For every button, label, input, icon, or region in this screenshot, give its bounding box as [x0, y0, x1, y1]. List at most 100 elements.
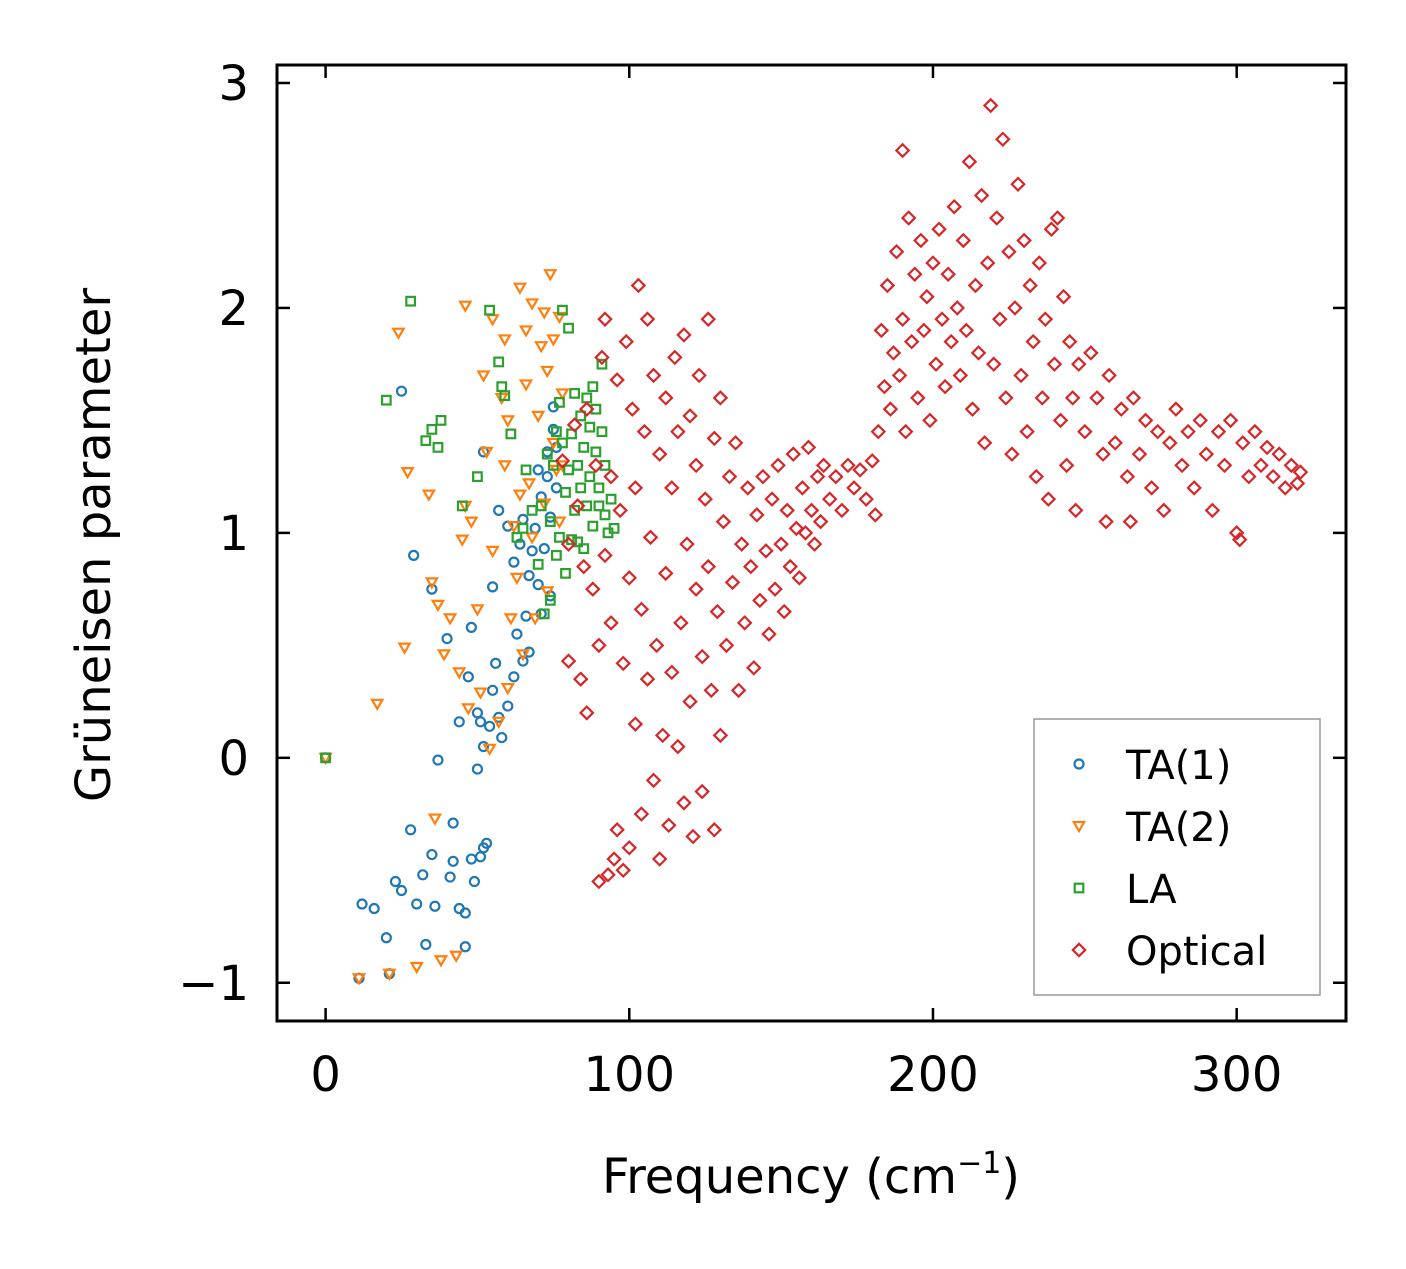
- data-point: [667, 349, 683, 366]
- data-point: [682, 408, 698, 424]
- data-point: [1198, 446, 1215, 462]
- data-point: [560, 653, 577, 669]
- axes: [275, 63, 1348, 1023]
- data-point: [557, 304, 568, 316]
- data-point: [633, 601, 650, 618]
- data-point: [664, 664, 680, 681]
- data-point: [661, 817, 677, 834]
- data-point: [578, 543, 590, 555]
- data-point: [512, 282, 528, 295]
- data-point: [515, 649, 531, 662]
- legend-marker: [1071, 820, 1087, 834]
- data-point: [540, 365, 555, 379]
- data-point: [436, 649, 452, 662]
- data-point: [934, 311, 950, 327]
- data-point: [1131, 446, 1148, 462]
- data-point: [1095, 446, 1111, 462]
- data-point: [380, 932, 392, 944]
- data-point: [995, 131, 1011, 147]
- data-point: [700, 311, 716, 327]
- data-point: [447, 817, 459, 829]
- data-point: [743, 558, 759, 575]
- data-point: [1031, 255, 1048, 271]
- data-point: [596, 426, 608, 438]
- data-point: [432, 754, 444, 766]
- data-point: [490, 657, 502, 669]
- data-point: [1283, 457, 1300, 474]
- data-point: [395, 884, 408, 897]
- data-point: [791, 570, 808, 586]
- data-series-layer: [318, 97, 1309, 986]
- data-point: [550, 482, 562, 494]
- data-point: [471, 763, 484, 775]
- data-point: [1186, 480, 1202, 496]
- legend-item: TA(2): [1071, 805, 1231, 851]
- data-point: [621, 570, 638, 586]
- data-point: [461, 703, 476, 716]
- data-point: [569, 388, 581, 399]
- plot-frame: [275, 63, 1348, 1023]
- data-point: [979, 255, 996, 271]
- data-point: [320, 752, 331, 764]
- data-point: [1253, 457, 1269, 474]
- data-point: [922, 412, 938, 429]
- data-point: [484, 304, 495, 316]
- data-point: [785, 446, 802, 462]
- legend-label: LA: [1126, 867, 1177, 913]
- data-point: [673, 615, 689, 631]
- data-point: [1101, 367, 1117, 384]
- data-point: [679, 536, 695, 552]
- data-point: [967, 277, 984, 294]
- data-point: [1058, 457, 1075, 474]
- data-point: [682, 693, 698, 710]
- data-point: [535, 500, 547, 512]
- legend-label: TA(1): [1125, 743, 1231, 789]
- data-point: [538, 543, 550, 555]
- data-point: [794, 480, 811, 496]
- data-point: [458, 300, 473, 313]
- data-point: [1077, 423, 1093, 440]
- data-point: [554, 453, 571, 469]
- data-point: [596, 358, 608, 370]
- data-point: [1034, 390, 1051, 406]
- data-point: [988, 210, 1005, 226]
- data-point: [575, 482, 587, 494]
- data-point: [557, 437, 568, 449]
- data-point: [1028, 468, 1044, 485]
- data-point: [529, 522, 541, 534]
- data-point: [931, 221, 947, 237]
- data-point: [615, 655, 631, 672]
- data-point: [465, 853, 477, 865]
- data-point: [797, 525, 814, 541]
- data-point: [543, 269, 558, 282]
- data-point: [676, 795, 692, 811]
- data-point: [572, 671, 589, 687]
- data-point: [483, 720, 496, 732]
- data-point: [1037, 311, 1054, 327]
- data-point: [913, 232, 929, 249]
- data-point: [456, 500, 468, 512]
- data-point: [703, 682, 720, 699]
- data-point: [800, 439, 817, 456]
- data-point: [497, 334, 512, 347]
- data-point: [563, 322, 574, 334]
- data-point: [633, 806, 650, 822]
- data-point: [946, 198, 962, 215]
- data-point: [444, 871, 456, 883]
- data-point: [964, 401, 981, 417]
- data-point: [773, 536, 789, 552]
- legend-marker: [1071, 942, 1087, 958]
- data-point: [630, 277, 647, 294]
- data-point: [952, 367, 969, 384]
- data-point: [788, 520, 805, 537]
- data-point: [1043, 221, 1060, 237]
- data-point: [1046, 356, 1063, 372]
- data-point: [368, 902, 380, 915]
- data-point: [821, 491, 838, 507]
- data-point: [581, 392, 593, 404]
- legend-label: TA(2): [1125, 805, 1231, 851]
- data-point: [925, 255, 941, 271]
- data-point: [627, 480, 644, 496]
- data-point: [894, 311, 911, 327]
- legend-label: Optical: [1126, 929, 1267, 975]
